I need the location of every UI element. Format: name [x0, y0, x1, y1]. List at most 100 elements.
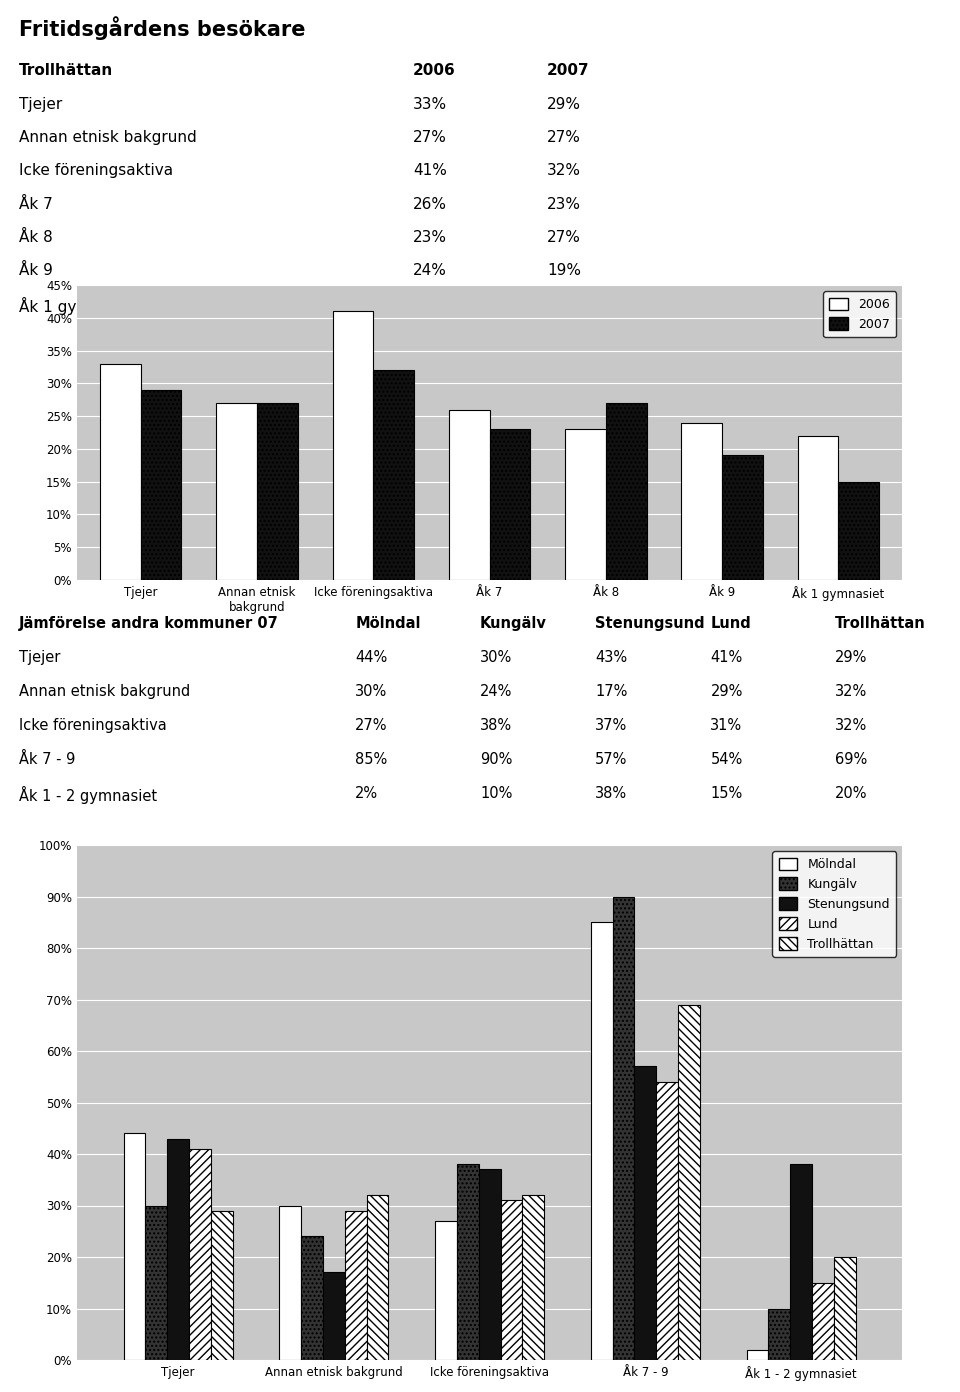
Bar [606, 404, 647, 580]
Text: 43%: 43% [595, 650, 627, 665]
Bar [124, 1133, 145, 1360]
Text: 27%: 27% [413, 129, 446, 145]
Bar [189, 1148, 211, 1360]
Text: 44%: 44% [355, 650, 388, 665]
Bar [257, 404, 298, 580]
Text: Lund: Lund [710, 615, 751, 631]
Bar [373, 370, 414, 580]
Text: 32%: 32% [835, 683, 868, 699]
Text: 31%: 31% [710, 718, 742, 734]
Text: Åk 1 gymnasiet: Åk 1 gymnasiet [19, 296, 138, 315]
Bar [657, 1082, 678, 1360]
Bar [479, 1169, 500, 1360]
Text: 37%: 37% [595, 718, 628, 734]
Text: Jämförelse andra kommuner 07: Jämförelse andra kommuner 07 [19, 615, 279, 631]
Text: 22%: 22% [413, 296, 446, 312]
Bar [323, 1272, 345, 1360]
Text: 2%: 2% [355, 786, 378, 802]
Bar [332, 312, 373, 580]
Bar [449, 409, 490, 580]
Bar [590, 923, 612, 1360]
Text: 26%: 26% [413, 196, 446, 212]
Text: 29%: 29% [547, 96, 581, 111]
Bar [490, 429, 530, 580]
Text: 32%: 32% [547, 163, 581, 178]
Text: Tjejer: Tjejer [19, 96, 62, 111]
Text: 90%: 90% [480, 752, 513, 767]
Text: 23%: 23% [547, 196, 581, 212]
Bar [812, 1283, 834, 1360]
Bar [790, 1164, 812, 1360]
Text: 15%: 15% [547, 296, 581, 312]
Text: 32%: 32% [835, 718, 868, 734]
Bar [747, 1350, 768, 1360]
Text: 38%: 38% [595, 786, 627, 802]
Text: 24%: 24% [480, 683, 513, 699]
Text: 29%: 29% [835, 650, 868, 665]
Bar [167, 1139, 189, 1360]
Text: 30%: 30% [480, 650, 513, 665]
Text: Annan etnisk bakgrund: Annan etnisk bakgrund [19, 683, 190, 699]
Text: 69%: 69% [835, 752, 868, 767]
Text: Stenungsund: Stenungsund [595, 615, 705, 631]
Text: 41%: 41% [413, 163, 446, 178]
Text: Åk 9: Åk 9 [19, 263, 53, 278]
Legend: 2006, 2007: 2006, 2007 [823, 291, 896, 337]
Bar [145, 1205, 167, 1360]
Text: 54%: 54% [710, 752, 743, 767]
Text: Kungälv: Kungälv [480, 615, 547, 631]
Text: 20%: 20% [835, 786, 868, 802]
Bar [279, 1205, 301, 1360]
Text: 24%: 24% [413, 263, 446, 278]
Bar [345, 1211, 367, 1360]
Bar [635, 1066, 657, 1360]
Text: 2006: 2006 [413, 63, 456, 78]
Text: 10%: 10% [480, 786, 513, 802]
Bar [301, 1236, 323, 1360]
Bar [834, 1257, 855, 1360]
Text: 29%: 29% [710, 683, 743, 699]
Bar [522, 1196, 544, 1360]
Text: 15%: 15% [710, 786, 743, 802]
Text: 38%: 38% [480, 718, 512, 734]
Text: 85%: 85% [355, 752, 388, 767]
Text: Tjejer: Tjejer [19, 650, 60, 665]
Bar [100, 363, 141, 580]
Bar [612, 896, 635, 1360]
Text: Icke föreningsaktiva: Icke föreningsaktiva [19, 163, 174, 178]
Bar [500, 1200, 522, 1360]
Text: Trollhättan: Trollhättan [835, 615, 926, 631]
Bar [435, 1221, 457, 1360]
Text: Icke föreningsaktiva: Icke föreningsaktiva [19, 718, 167, 734]
Text: 33%: 33% [413, 96, 447, 111]
Text: Annan etnisk bakgrund: Annan etnisk bakgrund [19, 129, 197, 145]
Bar [722, 455, 763, 580]
Legend: Mölndal, Kungälv, Stenungsund, Lund, Trollhättan: Mölndal, Kungälv, Stenungsund, Lund, Tro… [773, 852, 896, 956]
Bar [565, 429, 606, 580]
Bar [216, 404, 257, 580]
Bar [678, 1005, 700, 1360]
Text: 27%: 27% [547, 230, 581, 245]
Bar [768, 1308, 790, 1360]
Text: Åk 7 - 9: Åk 7 - 9 [19, 752, 76, 767]
Text: 2007: 2007 [547, 63, 589, 78]
Text: Åk 1 - 2 gymnasiet: Åk 1 - 2 gymnasiet [19, 786, 157, 805]
Bar [457, 1164, 479, 1360]
Text: 19%: 19% [547, 263, 581, 278]
Text: 41%: 41% [710, 650, 743, 665]
Bar [211, 1211, 232, 1360]
Text: 30%: 30% [355, 683, 388, 699]
Text: Åk 7: Åk 7 [19, 196, 53, 212]
Text: 17%: 17% [595, 683, 628, 699]
Text: Trollhättan: Trollhättan [19, 63, 113, 78]
Text: 57%: 57% [595, 752, 628, 767]
Bar [838, 482, 879, 580]
Text: 27%: 27% [547, 129, 581, 145]
Text: Fritidsgårdens besökare: Fritidsgårdens besökare [19, 15, 305, 40]
Bar [798, 436, 838, 580]
Text: 27%: 27% [355, 718, 388, 734]
Text: Mölndal: Mölndal [355, 615, 420, 631]
Bar [367, 1196, 389, 1360]
Text: 23%: 23% [413, 230, 446, 245]
Bar [141, 390, 181, 580]
